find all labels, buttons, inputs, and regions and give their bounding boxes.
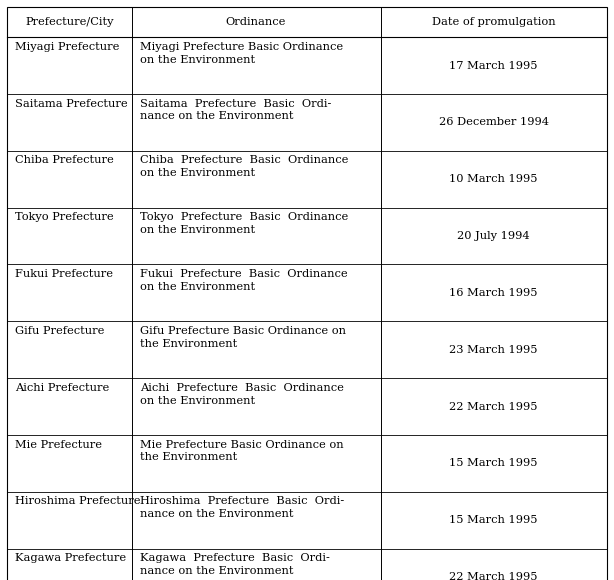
Text: 15 March 1995: 15 March 1995 — [449, 515, 538, 525]
Text: Date of promulgation: Date of promulgation — [432, 17, 556, 27]
Text: Saitama Prefecture: Saitama Prefecture — [15, 99, 128, 108]
Text: Gifu Prefecture Basic Ordinance on
the Environment: Gifu Prefecture Basic Ordinance on the E… — [140, 326, 346, 349]
Text: Hiroshima Prefecture: Hiroshima Prefecture — [15, 496, 141, 506]
Text: 16 March 1995: 16 March 1995 — [449, 288, 538, 298]
Text: Prefecture/City: Prefecture/City — [25, 17, 114, 27]
Text: Fukui  Prefecture  Basic  Ordinance
on the Environment: Fukui Prefecture Basic Ordinance on the … — [140, 269, 348, 292]
Text: Kagawa Prefecture: Kagawa Prefecture — [15, 553, 126, 563]
Text: 17 March 1995: 17 March 1995 — [449, 60, 538, 71]
Text: Aichi Prefecture: Aichi Prefecture — [15, 383, 110, 393]
Text: Mie Prefecture: Mie Prefecture — [15, 440, 103, 450]
Text: Tokyo Prefecture: Tokyo Prefecture — [15, 212, 114, 222]
Text: 20 July 1994: 20 July 1994 — [457, 231, 530, 241]
Text: Miyagi Prefecture: Miyagi Prefecture — [15, 42, 120, 52]
Text: Tokyo  Prefecture  Basic  Ordinance
on the Environment: Tokyo Prefecture Basic Ordinance on the … — [140, 212, 348, 235]
Text: Miyagi Prefecture Basic Ordinance
on the Environment: Miyagi Prefecture Basic Ordinance on the… — [140, 42, 343, 64]
Text: Mie Prefecture Basic Ordinance on
the Environment: Mie Prefecture Basic Ordinance on the En… — [140, 440, 344, 462]
Text: Kagawa  Prefecture  Basic  Ordi-
nance on the Environment: Kagawa Prefecture Basic Ordi- nance on t… — [140, 553, 330, 576]
Text: 26 December 1994: 26 December 1994 — [438, 117, 549, 128]
Text: 10 March 1995: 10 March 1995 — [449, 174, 538, 184]
Text: 15 March 1995: 15 March 1995 — [449, 458, 538, 469]
Text: Gifu Prefecture: Gifu Prefecture — [15, 326, 105, 336]
Text: Chiba Prefecture: Chiba Prefecture — [15, 155, 114, 165]
Text: Aichi  Prefecture  Basic  Ordinance
on the Environment: Aichi Prefecture Basic Ordinance on the … — [140, 383, 344, 405]
Text: 23 March 1995: 23 March 1995 — [449, 345, 538, 355]
Text: Chiba  Prefecture  Basic  Ordinance
on the Environment: Chiba Prefecture Basic Ordinance on the … — [140, 155, 348, 178]
Text: 22 March 1995: 22 March 1995 — [449, 401, 538, 412]
Text: Hiroshima  Prefecture  Basic  Ordi-
nance on the Environment: Hiroshima Prefecture Basic Ordi- nance o… — [140, 496, 344, 519]
Text: Fukui Prefecture: Fukui Prefecture — [15, 269, 114, 279]
Text: 22 March 1995: 22 March 1995 — [449, 572, 538, 580]
Text: Ordinance: Ordinance — [226, 17, 286, 27]
Text: Saitama  Prefecture  Basic  Ordi-
nance on the Environment: Saitama Prefecture Basic Ordi- nance on … — [140, 99, 332, 121]
